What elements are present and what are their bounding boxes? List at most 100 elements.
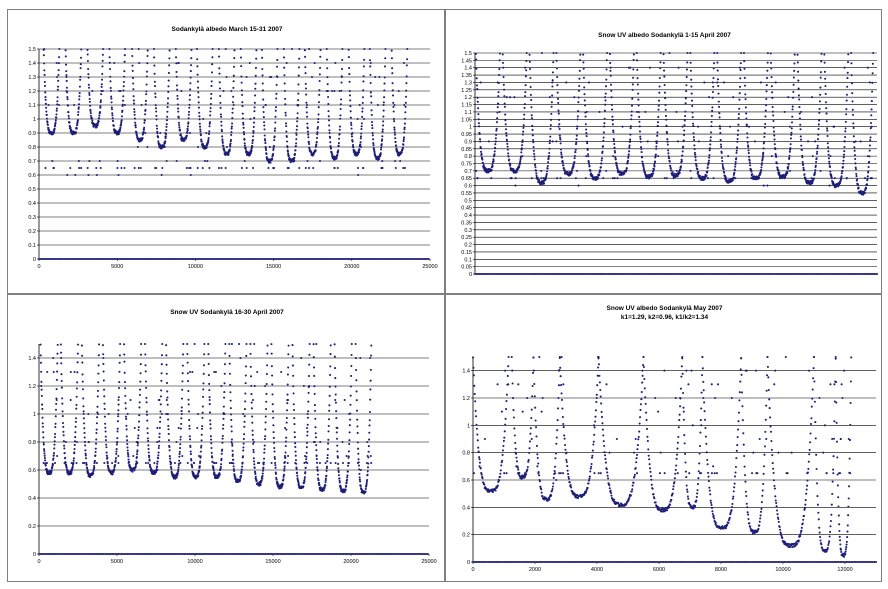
- data-point-1463: [870, 100, 873, 103]
- data-point-1506: [231, 257, 235, 261]
- data-point-661: [653, 162, 656, 165]
- data-point-689: [644, 110, 647, 113]
- x-tick-label-5: 25000: [421, 559, 436, 565]
- data-point-976: [304, 82, 307, 85]
- y-tick-label-10: 1: [33, 117, 36, 123]
- scatter-chart-april-16-30: Snow UV Sodankylä 16-30 April 200700.20.…: [28, 309, 436, 565]
- data-point-1494: [498, 272, 501, 276]
- data-point-857: [271, 157, 274, 161]
- data-point-156: [74, 431, 77, 434]
- data-point-1039: [318, 79, 321, 83]
- data-point-179: [523, 113, 526, 116]
- data-point-1143: [349, 110, 352, 113]
- data-point-977: [262, 461, 265, 465]
- data-point-4: [43, 73, 46, 76]
- data-point-712: [667, 155, 670, 158]
- data-point-1694: [807, 272, 811, 276]
- data-point-1577: [338, 257, 341, 261]
- data-point-363: [124, 402, 127, 405]
- data-point-533: [153, 461, 156, 465]
- data-point-1051: [286, 409, 289, 412]
- data-point-443: [135, 461, 138, 465]
- data-point-327: [114, 457, 118, 460]
- data-point-1637: [719, 272, 722, 276]
- data-point-1196: [361, 110, 364, 113]
- x-tick-label-2: 10000: [187, 559, 202, 565]
- data-point-1484: [483, 272, 486, 276]
- data-point-418: [136, 449, 139, 452]
- data-point-1517: [534, 272, 537, 276]
- data-point-423: [137, 428, 140, 432]
- data-point-460: [147, 444, 150, 447]
- data-point-823: [263, 134, 266, 137]
- data-point-385: [144, 108, 147, 111]
- data-point-277: [104, 422, 107, 425]
- data-point-1369: [403, 103, 406, 107]
- data-point-146: [78, 85, 81, 88]
- data-point-1258: [378, 157, 381, 160]
- data-point-899: [284, 111, 287, 114]
- data-point-259: [86, 468, 89, 472]
- y-tick-label-10: 0.5: [464, 198, 472, 204]
- data-point-782: [686, 51, 689, 55]
- data-point-1260: [815, 152, 818, 155]
- data-point-171: [521, 144, 524, 147]
- data-point-463: [165, 123, 168, 126]
- data-point-1458: [159, 257, 162, 261]
- data-point-1522: [541, 272, 545, 276]
- y-tick-label-3: 0.6: [28, 468, 36, 474]
- data-point-707: [230, 125, 233, 128]
- data-point-502: [610, 103, 613, 107]
- data-points: [473, 51, 879, 276]
- data-point-1225: [370, 120, 374, 124]
- data-point-1567: [323, 257, 326, 261]
- data-point-107: [70, 129, 73, 132]
- data-point-960: [264, 421, 267, 424]
- data-point-787: [252, 130, 255, 133]
- data-point-537: [165, 372, 168, 375]
- data-point-14: [45, 113, 48, 116]
- data-point-1060: [761, 156, 764, 159]
- data-point-544: [187, 117, 190, 120]
- y-tick-label-29: 1.45: [461, 58, 472, 64]
- data-point-1: [42, 54, 45, 57]
- data-point-488: [585, 110, 588, 113]
- y-tick-label-4: 0.2: [464, 243, 472, 249]
- data-point-208: [531, 124, 534, 127]
- data-point-813: [261, 74, 264, 77]
- data-point-582: [199, 128, 202, 131]
- data-point-466: [148, 459, 151, 462]
- data-point-1291: [824, 85, 827, 88]
- data-point-1625: [410, 257, 414, 261]
- data-point-1365: [844, 130, 847, 133]
- data-point-242: [94, 447, 97, 450]
- data-point-1633: [713, 272, 716, 276]
- data-point-1313: [348, 442, 351, 446]
- data-point-1476: [186, 257, 189, 261]
- data-point-1615: [685, 272, 688, 276]
- y-tick-label-2: 0.4: [28, 496, 36, 502]
- data-point-979: [270, 343, 273, 346]
- data-point-431: [139, 380, 142, 383]
- data-point-1516: [532, 272, 535, 276]
- data-point-1060: [327, 102, 330, 106]
- data-point-19: [43, 454, 46, 457]
- data-point-494: [584, 177, 587, 180]
- data-point-883: [238, 342, 241, 346]
- data-point-958: [734, 165, 737, 168]
- data-point-1166: [314, 426, 317, 429]
- data-point-1233: [372, 147, 375, 150]
- data-point-1062: [327, 115, 330, 118]
- data-point-992: [743, 67, 746, 70]
- data-point-950: [295, 128, 298, 131]
- data-point-1359: [404, 105, 407, 108]
- data-point-1202: [800, 144, 803, 147]
- data-point-290: [540, 51, 543, 55]
- data-point-948: [261, 469, 265, 472]
- data-point-396: [582, 53, 585, 56]
- data-point-1045: [310, 75, 314, 79]
- data-point-230: [101, 65, 104, 68]
- x-tick-label-3: 15000: [265, 559, 280, 565]
- data-point-157: [74, 425, 77, 428]
- data-point-1501: [509, 272, 512, 276]
